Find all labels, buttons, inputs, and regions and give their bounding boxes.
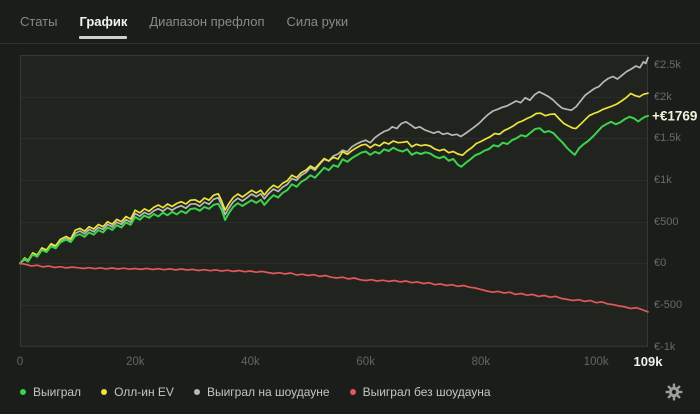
x-axis-label: 60k	[356, 356, 375, 368]
legend-item-3[interactable]: Выиграл без шоудауна	[349, 385, 491, 399]
legend-item-1[interactable]: Олл-ин EV	[101, 385, 174, 399]
chart-plot-area[interactable]	[20, 55, 648, 347]
legend-label: Выиграл	[33, 385, 82, 399]
tab-0[interactable]: Статы	[20, 14, 58, 29]
legend-dot	[349, 389, 356, 395]
legend-label: Выиграл без шоудауна	[362, 385, 491, 399]
current-winnings-badge: +€1769	[652, 108, 698, 124]
tab-3[interactable]: Сила руки	[286, 14, 349, 29]
tab-bar: Статы График Диапазон префлоп Сила руки	[0, 0, 700, 44]
legend-item-2[interactable]: Выиграл на шоудауне	[193, 385, 330, 399]
y-axis-label: €500	[654, 215, 679, 228]
y-axis-label: €2.5k	[654, 59, 681, 71]
x-axis-label: 20k	[125, 356, 145, 368]
tab-2[interactable]: Диапазон префлоп	[149, 14, 265, 29]
total-hands-label: 109k	[633, 354, 663, 369]
y-axis-label: €2k	[654, 90, 672, 103]
x-axis-label: 0	[16, 356, 24, 368]
x-axis-label: 80k	[471, 356, 491, 368]
y-axis-label: €0	[654, 257, 667, 270]
legend-dot	[193, 389, 200, 395]
legend-label: Выиграл на шоудауне	[206, 385, 330, 399]
y-axis-label: €1k	[654, 174, 672, 186]
legend-label: Олл-ин EV	[114, 385, 174, 399]
y-axis-label: €-1k	[654, 340, 676, 353]
y-axis-label: €-500	[654, 299, 683, 312]
chart-legend: Выиграл Олл-ин EV Выиграл на шоудауне Выигр…	[20, 382, 491, 402]
legend-item-0[interactable]: Выиграл	[20, 385, 81, 399]
y-axis-label: €1.5k	[654, 132, 681, 145]
x-axis-label: 100k	[583, 356, 609, 368]
legend-dot	[101, 389, 108, 395]
legend-dot	[20, 389, 26, 395]
gear-icon[interactable]	[665, 383, 683, 401]
x-axis-label: 40k	[241, 356, 260, 368]
tab-1[interactable]: График	[79, 0, 127, 43]
